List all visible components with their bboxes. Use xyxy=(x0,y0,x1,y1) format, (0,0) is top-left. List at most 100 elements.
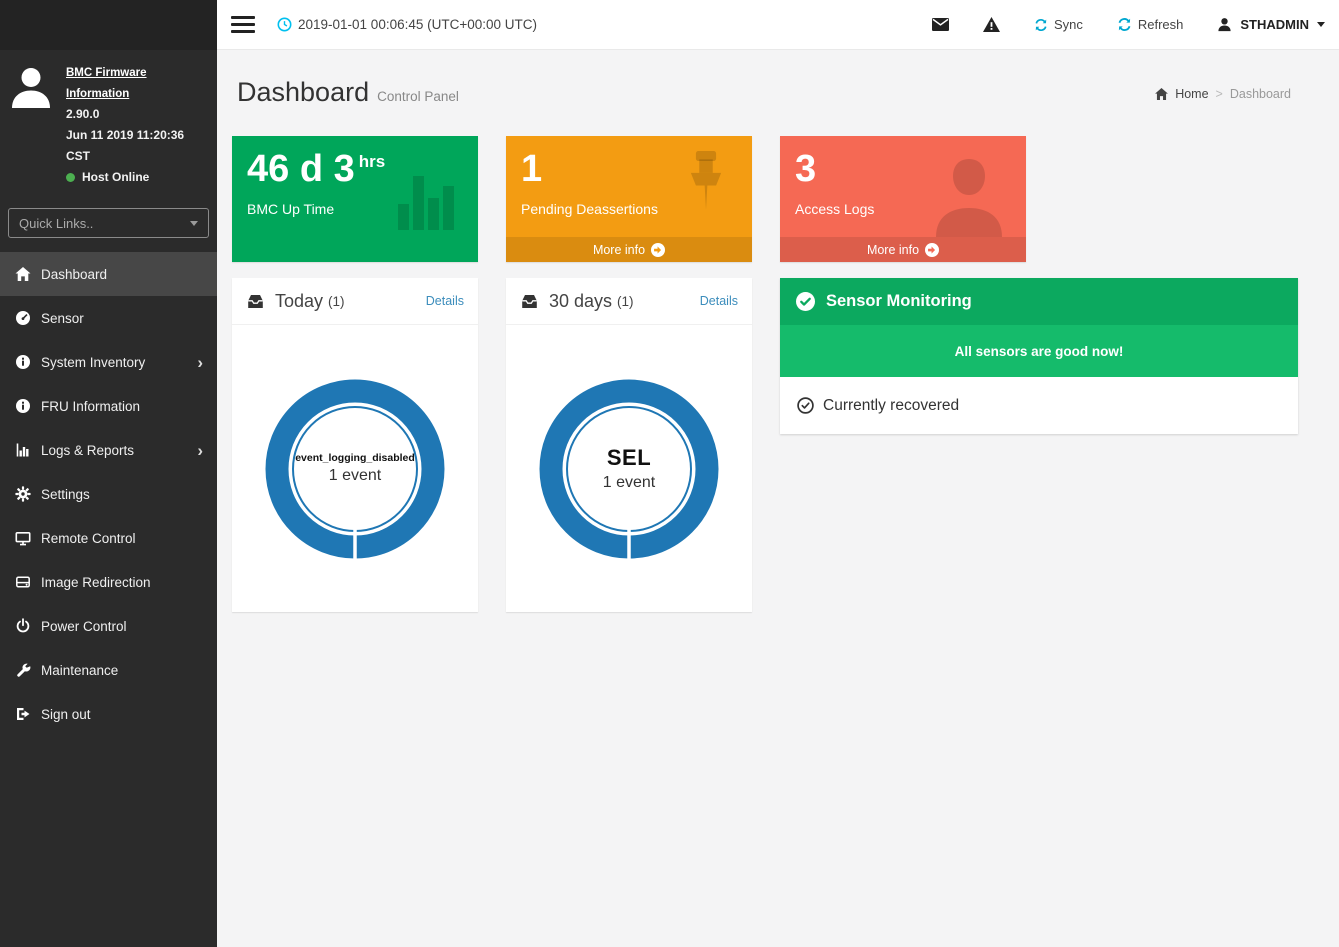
sidebar-item-image-redirection[interactable]: Image Redirection xyxy=(0,560,217,604)
caret-down-icon xyxy=(1317,22,1325,27)
user-avatar-icon xyxy=(8,62,56,188)
sidebar-menu: Dashboard Sensor System Inventory › FRU xyxy=(0,252,217,736)
topbar: 2019-01-01 00:06:45 (UTC+00:00 UTC) Sync xyxy=(217,0,1339,50)
uptime-value: 46 d 3 hrs xyxy=(247,148,386,190)
caret-down-icon xyxy=(190,220,198,226)
arrow-circle-icon xyxy=(651,242,666,257)
sidebar-item-label: System Inventory xyxy=(41,354,146,370)
sidebar-item-label: Image Redirection xyxy=(41,574,151,590)
sidebar-item-remote-control[interactable]: Remote Control xyxy=(0,516,217,560)
sidebar-profile: BMC Firmware Information 2.90.0 Jun 11 2… xyxy=(0,50,217,194)
sidebar-item-settings[interactable]: Settings xyxy=(0,472,217,516)
refresh-button[interactable]: Refresh xyxy=(1117,17,1183,32)
sensor-monitoring-title: Sensor Monitoring xyxy=(826,292,972,310)
sensor-status-row: Currently recovered xyxy=(780,377,1298,434)
sidebar-item-power-control[interactable]: Power Control xyxy=(0,604,217,648)
check-circle-outline-icon xyxy=(797,397,814,414)
sensor-monitoring-header: Sensor Monitoring xyxy=(780,278,1298,325)
sidebar-item-label: Sign out xyxy=(41,706,91,722)
bmc-uptime-card: 46 d 3 hrs BMC Up Time xyxy=(232,136,478,262)
access-logs-card: 3 Access Logs More info xyxy=(780,136,1026,262)
quick-links-label: Quick Links.. xyxy=(19,215,94,231)
bar-chart-icon xyxy=(14,442,31,459)
sidebar: BMC Firmware Information 2.90.0 Jun 11 2… xyxy=(0,0,217,947)
breadcrumb-home-link[interactable]: Home xyxy=(1175,87,1209,101)
arrow-circle-icon xyxy=(925,242,940,257)
system-datetime: 2019-01-01 00:06:45 (UTC+00:00 UTC) xyxy=(277,17,537,32)
access-logs-more-info[interactable]: More info xyxy=(780,237,1026,262)
monitor-icon xyxy=(14,530,31,547)
sign-out-icon xyxy=(14,706,31,723)
thirty-days-card-title: 30 days xyxy=(549,290,613,311)
today-events-card: Today (1) Details event_loggi xyxy=(232,278,478,612)
sidebar-item-sign-out[interactable]: Sign out xyxy=(0,692,217,736)
sidebar-item-sensor[interactable]: Sensor xyxy=(0,296,217,340)
wrench-icon xyxy=(14,662,31,679)
access-logs-value: 3 xyxy=(795,148,817,190)
content-area: Dashboard Control Panel Home > Dashboard … xyxy=(217,50,1339,947)
home-icon xyxy=(14,266,31,283)
sidebar-item-maintenance[interactable]: Maintenance xyxy=(0,648,217,692)
refresh-icon xyxy=(1117,17,1132,32)
gear-icon xyxy=(14,486,31,503)
pushpin-icon xyxy=(674,144,738,232)
sidebar-item-label: FRU Information xyxy=(41,398,141,414)
today-details-link[interactable]: Details xyxy=(425,294,464,308)
sidebar-item-label: Settings xyxy=(41,486,90,502)
sidebar-item-label: Dashboard xyxy=(41,266,108,282)
sidebar-item-label: Logs & Reports xyxy=(41,442,135,458)
thirty-days-details-link[interactable]: Details xyxy=(699,294,738,308)
today-card-count: (1) xyxy=(328,293,345,309)
sidebar-item-label: Remote Control xyxy=(41,530,136,546)
sidebar-item-fru-information[interactable]: FRU Information xyxy=(0,384,217,428)
breadcrumb-separator: > xyxy=(1215,87,1223,101)
host-status-label: Host Online xyxy=(82,170,150,185)
drive-icon xyxy=(14,574,31,591)
info-icon xyxy=(14,354,31,371)
today-card-title: Today xyxy=(275,290,324,311)
donut-event-count: 1 event xyxy=(328,467,382,484)
sync-button[interactable]: Sync xyxy=(1034,17,1083,32)
sensor-monitoring-panel: Sensor Monitoring All sensors are good n… xyxy=(780,278,1298,434)
host-online-indicator xyxy=(66,173,75,183)
breadcrumb: Home > Dashboard xyxy=(1155,87,1291,101)
sidebar-item-system-inventory[interactable]: System Inventory › xyxy=(0,340,217,384)
pending-deassertions-card: 1 Pending Deassertions More info xyxy=(506,136,752,262)
uptime-label: BMC Up Time xyxy=(247,200,335,217)
breadcrumb-current: Dashboard xyxy=(1229,87,1291,101)
donut-segment-label: SEL xyxy=(606,445,652,470)
thirty-days-donut-chart[interactable]: SEL 1 event xyxy=(539,379,719,559)
thirty-days-events-card: 30 days (1) Details SEL xyxy=(506,278,752,612)
sidebar-item-label: Sensor xyxy=(41,310,84,326)
quick-links-select[interactable]: Quick Links.. xyxy=(8,208,209,239)
today-donut-chart[interactable]: event_logging_disabled 1 event xyxy=(265,379,445,559)
pending-deassertions-label: Pending Deassertions xyxy=(521,200,658,217)
alerts-button[interactable] xyxy=(982,17,1000,32)
bar-chart-icon xyxy=(398,158,460,230)
messages-button[interactable] xyxy=(931,18,949,31)
pending-deassertions-more-info[interactable]: More info xyxy=(506,237,752,262)
page-title: Dashboard Control Panel xyxy=(237,77,459,107)
user-icon xyxy=(1217,17,1232,32)
info-icon xyxy=(14,398,31,415)
firmware-info-link[interactable]: BMC Firmware Information xyxy=(66,67,147,101)
sensor-status-text: Currently recovered xyxy=(823,396,960,414)
clock-icon xyxy=(277,17,292,32)
check-circle-icon xyxy=(796,292,815,311)
person-icon xyxy=(930,153,1008,237)
sidebar-toggle-button[interactable] xyxy=(231,12,255,37)
inbox-icon xyxy=(520,294,539,309)
sensor-status-banner: All sensors are good now! xyxy=(780,325,1298,377)
chevron-right-icon: › xyxy=(197,352,203,372)
sidebar-item-label: Maintenance xyxy=(41,662,119,678)
sidebar-item-logs-reports[interactable]: Logs & Reports › xyxy=(0,428,217,472)
donut-event-count: 1 event xyxy=(602,474,656,491)
sidebar-brand-area xyxy=(0,0,217,50)
user-menu[interactable]: STHADMIN xyxy=(1217,17,1325,32)
thirty-days-card-count: (1) xyxy=(617,293,634,309)
inbox-icon xyxy=(246,294,265,309)
power-icon xyxy=(14,618,31,635)
sidebar-item-dashboard[interactable]: Dashboard xyxy=(0,252,217,297)
firmware-version: 2.90.0 xyxy=(66,107,100,122)
